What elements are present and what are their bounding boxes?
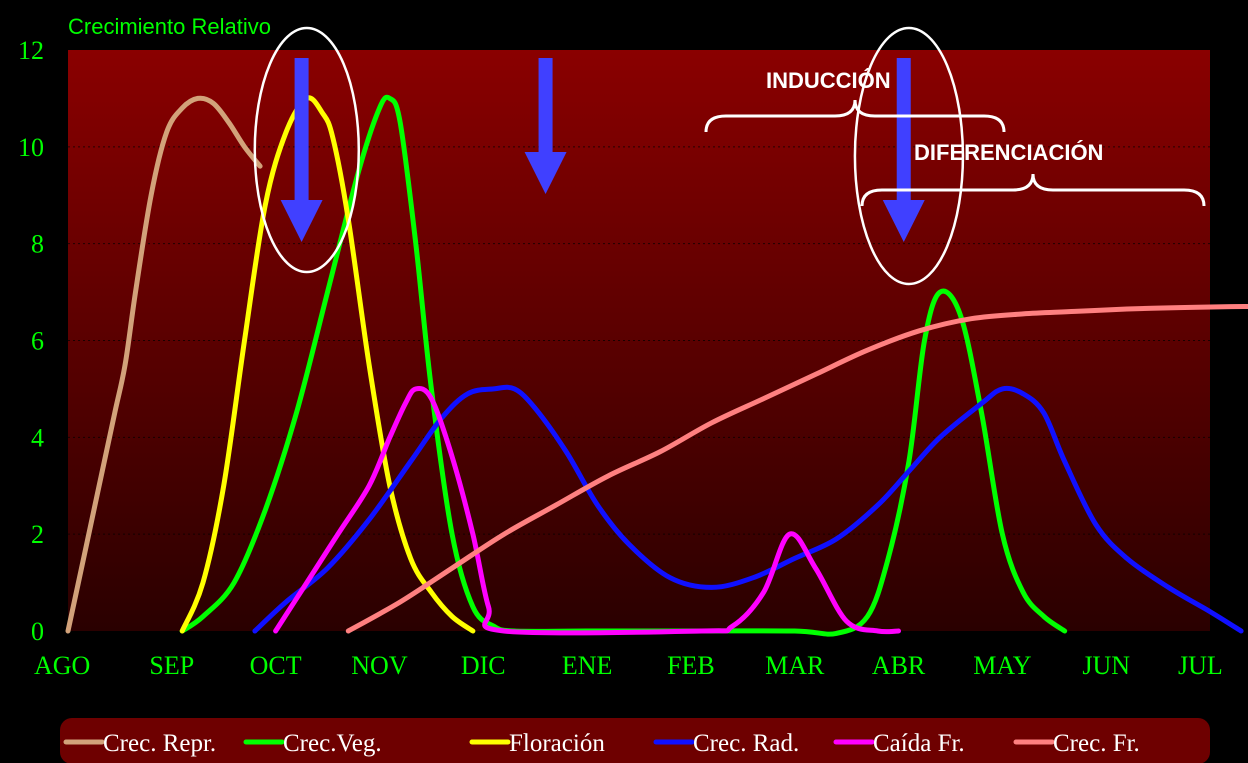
highlight-ellipse [853, 26, 965, 286]
x-tick-label: DIC [461, 651, 506, 680]
y-tick-label: 6 [31, 327, 44, 356]
y-tick-label: 0 [31, 617, 44, 646]
series-line-5 [345, 304, 1248, 634]
x-tick-label: MAR [765, 651, 825, 680]
brace [860, 173, 1206, 207]
x-tick-label: MAY [973, 651, 1032, 680]
braces [704, 99, 1206, 207]
x-tick-label: AGO [34, 651, 90, 680]
x-tick-label: ABR [872, 651, 926, 680]
down-arrow-icon [524, 58, 567, 194]
x-tick-label: JUN [1082, 651, 1130, 680]
y-tick-label: 8 [31, 230, 44, 259]
brace [704, 99, 1006, 133]
x-tick-label: JUL [1178, 651, 1223, 680]
legend-label: Crec. Rad. [693, 730, 799, 757]
series-line-4 [273, 385, 901, 636]
y-tick-label: 10 [18, 133, 44, 162]
x-tick-label: NOV [351, 651, 408, 680]
x-tick-label: ENE [562, 651, 613, 680]
arrows [280, 58, 925, 242]
down-arrow-icon [882, 58, 925, 242]
legend-box [60, 718, 1210, 763]
y-tick-label: 12 [18, 36, 44, 65]
x-axis: AGO SEP OCT NOV DIC ENE FEB MAR ABR MAY JUN JUL [34, 651, 1223, 680]
legend: Crec. Repr. Crec.Veg. Floración Crec. Rad. C… [63, 730, 1140, 757]
chart-title: Crecimiento Relativo [68, 14, 271, 39]
annotation-induccion: INDUCCIÓN [766, 68, 891, 93]
legend-label: Crec.Veg. [283, 730, 382, 757]
series-lines [65, 94, 1248, 637]
legend-label: Crec. Fr. [1053, 730, 1140, 757]
x-tick-label: OCT [250, 651, 302, 680]
down-arrow-icon [280, 58, 323, 242]
y-tick-label: 2 [31, 520, 44, 549]
x-tick-label: SEP [149, 651, 194, 680]
series-line-2 [179, 95, 476, 634]
x-tick-label: FEB [667, 651, 715, 680]
legend-label: Caída Fr. [873, 730, 965, 757]
y-tick-label: 4 [31, 423, 44, 452]
series-line-0 [65, 95, 263, 634]
highlight-ellipse [253, 26, 361, 274]
annotation-diferenciacion: DIFERENCIACIÓN [914, 140, 1103, 165]
legend-label: Floración [509, 730, 605, 757]
highlight-ellipses [253, 26, 965, 286]
y-axis: 0 2 4 6 8 10 12 [18, 36, 44, 646]
legend-label: Crec. Repr. [103, 730, 216, 757]
